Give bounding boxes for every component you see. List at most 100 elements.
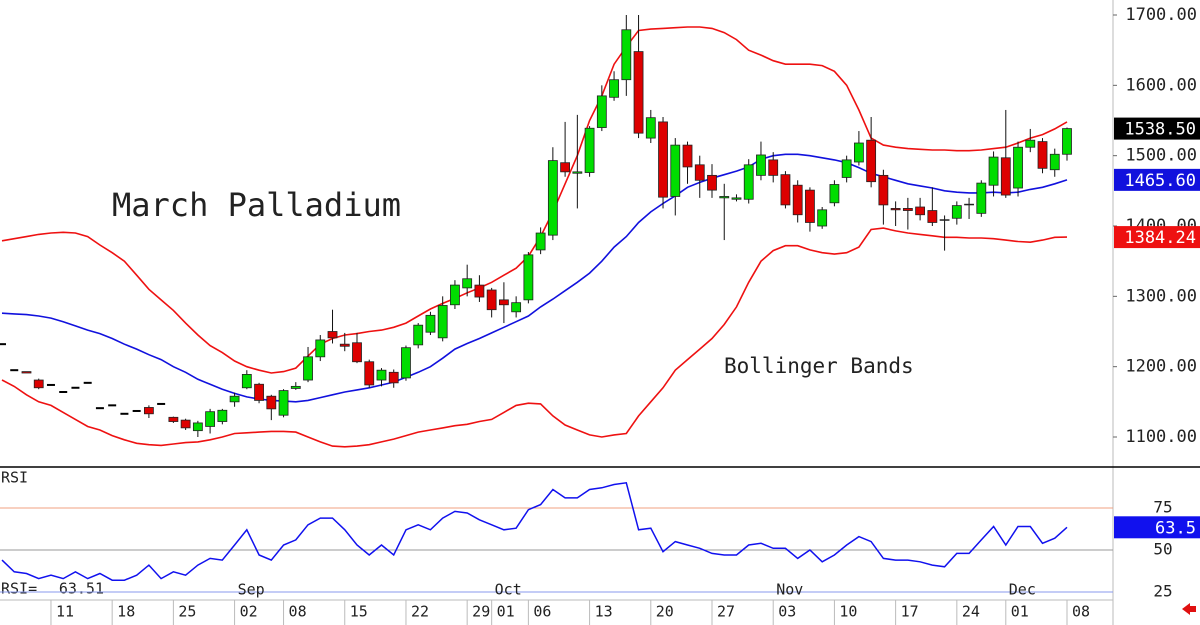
value-badge-label: 63.5 bbox=[1155, 518, 1196, 538]
candle-body bbox=[841, 159, 852, 178]
y-tick-label: 1300.00 bbox=[1125, 286, 1197, 306]
value-badge-label: 1384.24 bbox=[1124, 228, 1196, 248]
candle-body bbox=[388, 371, 399, 384]
candle-body bbox=[205, 411, 216, 427]
y-tick-label: 1600.00 bbox=[1125, 75, 1197, 95]
candle-body bbox=[1000, 157, 1011, 196]
candle-body bbox=[890, 208, 901, 211]
candle-body bbox=[413, 324, 424, 346]
candle-body bbox=[915, 206, 926, 216]
value-badge-label: 1465.60 bbox=[1124, 171, 1196, 191]
candle-body bbox=[462, 278, 473, 289]
x-tick-label: 13 bbox=[595, 603, 613, 621]
candle-body bbox=[315, 339, 326, 358]
candle-body bbox=[180, 419, 191, 429]
candle-body bbox=[1062, 128, 1072, 155]
bollinger-band bbox=[1, 227, 1068, 448]
candle-body bbox=[988, 156, 999, 186]
candle-body bbox=[768, 159, 779, 176]
candle-body bbox=[401, 347, 411, 379]
candle-body bbox=[278, 390, 289, 416]
candle-body bbox=[780, 174, 791, 206]
chart-title: March Palladium bbox=[112, 186, 401, 224]
y-tick-label: 75 bbox=[1153, 497, 1172, 516]
candle-body bbox=[609, 79, 619, 98]
x-tick-label: 25 bbox=[178, 603, 196, 621]
x-tick-label: 06 bbox=[533, 603, 551, 621]
candle-body bbox=[364, 361, 375, 386]
value-badge-label: 1538.50 bbox=[1124, 120, 1196, 140]
candle-body bbox=[694, 164, 705, 181]
candle-body bbox=[376, 369, 387, 381]
candle-body bbox=[33, 379, 44, 389]
candle-body bbox=[450, 284, 460, 306]
candle-body bbox=[670, 144, 681, 197]
candle-body bbox=[743, 164, 754, 200]
candle-body bbox=[486, 289, 497, 311]
candle-body bbox=[584, 127, 595, 173]
x-tick-label: 17 bbox=[901, 603, 919, 621]
x-tick-label: 11 bbox=[56, 603, 74, 621]
candle-body bbox=[805, 189, 815, 223]
x-tick-label: 22 bbox=[411, 603, 429, 621]
x-tick-label: 08 bbox=[1072, 603, 1090, 621]
y-tick-label: 1200.00 bbox=[1125, 357, 1197, 377]
candle-body bbox=[192, 422, 203, 432]
value-badge bbox=[1114, 168, 1200, 191]
candle-body bbox=[254, 383, 264, 401]
candle-body bbox=[217, 409, 228, 422]
rsi-readout-value: 63.51 bbox=[59, 580, 104, 598]
y-tick-label: 1700.00 bbox=[1125, 5, 1197, 25]
candle-body bbox=[474, 284, 485, 298]
candle-body bbox=[792, 184, 803, 216]
candle-body bbox=[707, 174, 717, 191]
candle-body bbox=[1037, 141, 1048, 169]
candle-body bbox=[229, 395, 240, 403]
candle-body bbox=[682, 144, 693, 168]
candle-body bbox=[731, 197, 742, 200]
candle-body bbox=[633, 51, 644, 134]
x-tick-label: 08 bbox=[289, 603, 307, 621]
candle-body bbox=[21, 371, 32, 374]
rsi-readout-label: RSI= bbox=[1, 580, 37, 598]
candle-body bbox=[339, 343, 350, 347]
candle-body bbox=[560, 162, 571, 173]
rsi-line bbox=[1, 481, 1068, 581]
rsi-title: RSI bbox=[1, 469, 28, 487]
candle-body bbox=[951, 205, 962, 219]
x-tick-label: 10 bbox=[839, 603, 857, 621]
y-tick-label: 1100.00 bbox=[1125, 427, 1197, 447]
x-tick-label: 20 bbox=[656, 603, 674, 621]
candle-body bbox=[523, 254, 534, 301]
candle-body bbox=[290, 385, 301, 389]
candle-body bbox=[143, 407, 154, 415]
candle-body bbox=[853, 142, 864, 163]
x-tick-label: 03 bbox=[778, 603, 796, 621]
candle-body bbox=[168, 416, 179, 422]
x-tick-label: 02 bbox=[240, 603, 258, 621]
candle-body bbox=[498, 299, 509, 306]
x-tick-label: 18 bbox=[117, 603, 135, 621]
candle-body bbox=[327, 331, 338, 339]
value-badge bbox=[1114, 117, 1200, 140]
value-badge bbox=[1114, 516, 1200, 539]
candle-body bbox=[437, 305, 448, 339]
candle-body bbox=[1013, 146, 1023, 189]
x-tick-label: 27 bbox=[717, 603, 735, 621]
candle-body bbox=[241, 374, 252, 389]
candle-body bbox=[939, 219, 950, 221]
x-tick-label: 24 bbox=[962, 603, 980, 621]
annotation: Bollinger Bands bbox=[724, 354, 914, 378]
candle-body bbox=[756, 154, 766, 176]
candle-body bbox=[964, 203, 974, 206]
scroll-arrow[interactable] bbox=[1182, 603, 1196, 615]
month-label: Oct bbox=[495, 581, 522, 599]
y-tick-label: 1500.00 bbox=[1125, 146, 1197, 166]
x-tick-label: 01 bbox=[497, 603, 515, 621]
candle-body bbox=[1025, 139, 1036, 148]
y-tick-label: 25 bbox=[1153, 582, 1172, 601]
value-badge bbox=[1114, 226, 1200, 249]
candle-body bbox=[817, 209, 828, 227]
candle-body bbox=[266, 395, 277, 410]
